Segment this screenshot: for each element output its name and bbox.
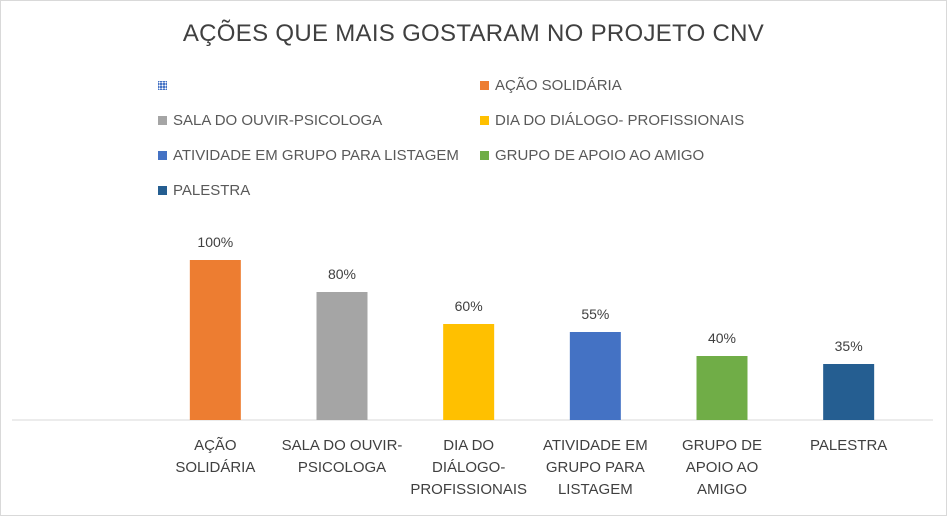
data-label: 80%: [328, 266, 356, 282]
bar: [189, 260, 241, 420]
legend-item: DIA DO DIÁLOGO- PROFISSIONAIS: [480, 110, 744, 130]
category-label: SALA DO OUVIR-: [282, 437, 403, 454]
legend-swatch: [480, 80, 489, 90]
category-label: AÇÃO: [194, 437, 237, 454]
category-label: PSICOLOGA: [298, 459, 386, 476]
legend-swatch: [158, 150, 167, 160]
category-label: PROFISSIONAIS: [410, 481, 527, 498]
bar: [443, 324, 495, 420]
legend-label: PALESTRA: [173, 181, 251, 199]
legend-label: SALA DO OUVIR-PSICOLOGA: [173, 111, 383, 129]
category-label: GRUPO PARA: [546, 459, 645, 476]
category-label: SOLIDÁRIA: [175, 459, 255, 476]
legend-label: GRUPO DE APOIO AO AMIGO: [495, 146, 705, 164]
category-label: APOIO AO: [686, 459, 759, 476]
legend-item: [158, 75, 173, 95]
legend-swatch: [158, 80, 167, 90]
legend-item: ATIVIDADE EM GRUPO PARA LISTAGEM: [158, 145, 459, 165]
legend-swatch: [480, 115, 489, 125]
legend-label: AÇÃO SOLIDÁRIA: [495, 76, 622, 94]
legend-swatch: [158, 115, 167, 125]
legend-swatch: [480, 150, 489, 160]
legend-label: DIA DO DIÁLOGO- PROFISSIONAIS: [495, 111, 745, 129]
category-label: AMIGO: [697, 481, 747, 498]
data-label: 35%: [835, 338, 863, 354]
category-label: PALESTRA: [810, 437, 887, 454]
category-label: ATIVIDADE EM: [543, 437, 648, 454]
legend-swatch: [158, 185, 167, 195]
data-label: 40%: [708, 330, 736, 346]
legend-item: GRUPO DE APOIO AO AMIGO: [480, 145, 704, 165]
bar: [316, 292, 368, 420]
data-label: 100%: [197, 234, 233, 250]
category-label: DIÁLOGO-: [432, 459, 505, 476]
category-label: GRUPO DE: [682, 437, 762, 454]
legend-item: AÇÃO SOLIDÁRIA: [480, 75, 622, 95]
category-label: DIA DO: [443, 437, 494, 454]
bar: [823, 364, 875, 420]
bar: [569, 332, 621, 420]
legend-item: SALA DO OUVIR-PSICOLOGA: [158, 110, 382, 130]
legend-label: ATIVIDADE EM GRUPO PARA LISTAGEM: [173, 146, 459, 164]
data-label: 60%: [455, 298, 483, 314]
data-label: 55%: [581, 306, 609, 322]
chart-title: AÇÕES QUE MAIS GOSTARAM NO PROJETO CNV: [182, 20, 765, 47]
legend-item: PALESTRA: [158, 180, 250, 200]
category-label: LISTAGEM: [558, 481, 633, 498]
bar: [696, 356, 748, 420]
